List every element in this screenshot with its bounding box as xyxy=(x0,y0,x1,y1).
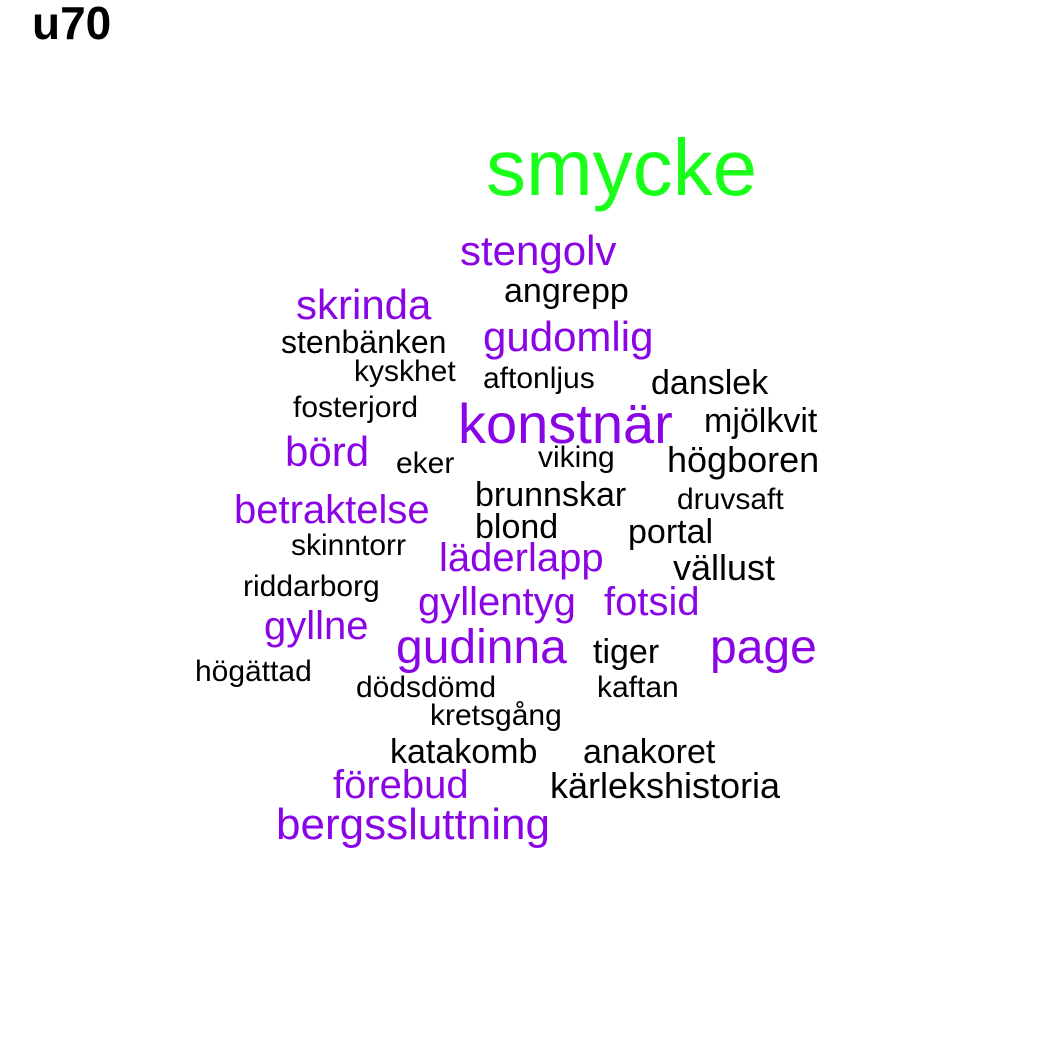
word-4: gudomlig xyxy=(483,313,654,360)
word-28: gudinna xyxy=(396,621,567,674)
word-10: konstnär xyxy=(458,392,673,455)
word-39: bergssluttning xyxy=(276,800,550,849)
word-21: skinntorr xyxy=(291,529,407,562)
word-35: katakomb xyxy=(390,733,538,771)
word-0: smycke xyxy=(486,123,758,212)
word-6: kyskhet xyxy=(354,355,456,388)
word-33: kaftan xyxy=(597,671,679,704)
word-3: skrinda xyxy=(296,281,432,328)
word-1: stengolv xyxy=(460,227,617,274)
word-36: anakoret xyxy=(583,733,716,771)
word-38: kärlekshistoria xyxy=(550,765,781,806)
word-14: viking xyxy=(538,441,615,474)
word-30: tiger xyxy=(593,633,660,671)
word-32: dödsdömd xyxy=(356,671,497,704)
word-2: angrepp xyxy=(504,272,629,310)
word-22: läderlapp xyxy=(439,536,604,580)
word-15: högboren xyxy=(667,439,820,480)
word-18: betraktelse xyxy=(234,488,430,532)
word-20: portal xyxy=(628,513,714,551)
word-12: börd xyxy=(285,428,370,475)
word-25: gyllentyg xyxy=(418,580,576,624)
word-26: fotsid xyxy=(604,580,700,624)
word-5: stenbänken xyxy=(281,324,447,360)
word-9: fosterjord xyxy=(293,391,419,424)
word-34: kretsgång xyxy=(430,699,562,732)
word-24: riddarborg xyxy=(243,570,380,603)
word-7: aftonljus xyxy=(483,362,595,395)
word-31: högättad xyxy=(195,655,312,688)
word-19: blond xyxy=(475,508,559,546)
word-27: gyllne xyxy=(264,604,369,648)
word-23: vällust xyxy=(673,547,776,588)
word-8: danslek xyxy=(651,364,769,402)
word-17: druvsaft xyxy=(677,483,784,516)
word-29: page xyxy=(710,621,817,674)
word-37: förebud xyxy=(333,763,469,807)
word-13: eker xyxy=(396,447,455,480)
word-11: mjölkvit xyxy=(704,402,818,440)
word-16: brunnskar xyxy=(475,476,627,514)
cloud-title: u70 xyxy=(32,0,112,49)
